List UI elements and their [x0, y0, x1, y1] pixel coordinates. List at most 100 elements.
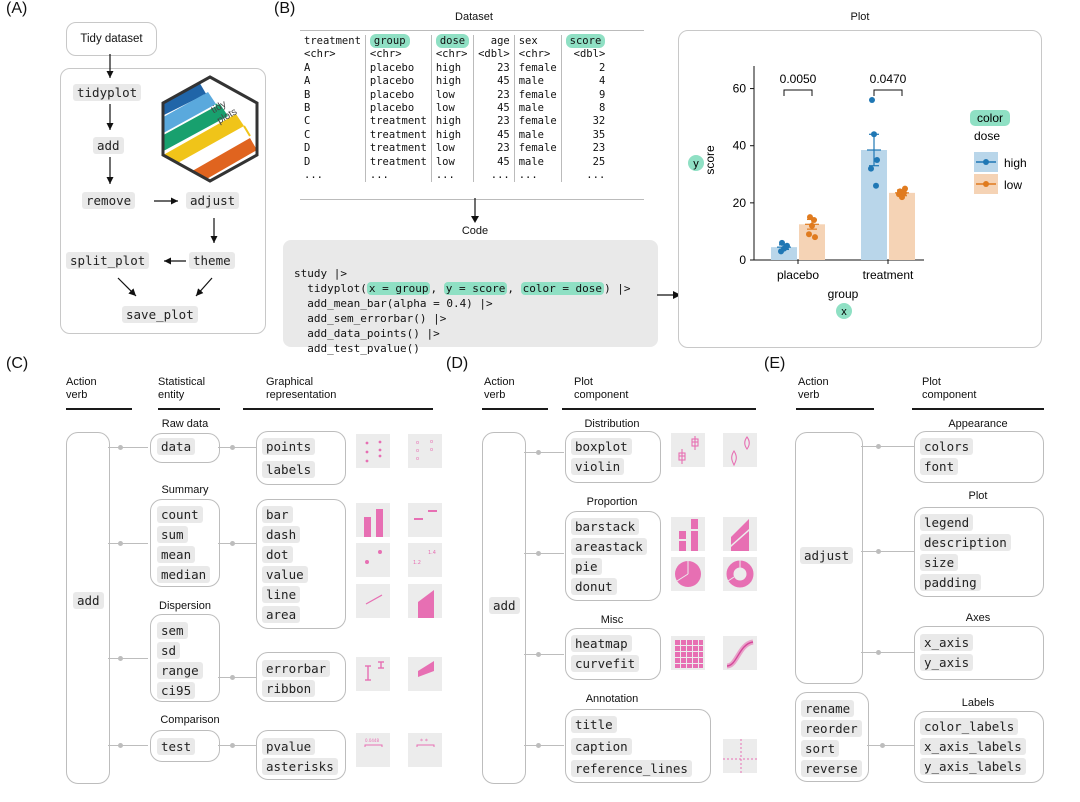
bar-low-treatment — [889, 192, 915, 260]
dataset-header-row-cell: treatment — [304, 35, 361, 47]
dataset-row-cell: 9 — [560, 88, 610, 103]
dataset-row-cell: female — [513, 88, 562, 103]
dataset-row-cell: female — [513, 115, 562, 129]
d-action-add: add — [489, 597, 520, 614]
e-list-appearance: colors font — [920, 438, 974, 475]
thumb-barstack-icon — [671, 517, 705, 551]
c-conn-dot-4 — [118, 743, 123, 748]
c-conn-dot-1 — [118, 445, 123, 450]
dataset-header-row-cell: score — [560, 34, 610, 49]
c-stat-count: count — [157, 506, 203, 523]
e-item-y-axis-labels: y_axis_labels — [920, 758, 1026, 775]
c-graph-list-comparison: pvalue asterisks — [262, 738, 338, 775]
d-item-violin: violin — [571, 458, 625, 475]
code-y-mapping: y = score — [443, 282, 508, 295]
y-mapping-tag-bg — [688, 155, 704, 171]
data-point-high — [868, 165, 874, 172]
dataset-type-row-cell: <chr> — [304, 48, 336, 61]
c-stat-test: test — [157, 738, 196, 755]
code-x-mapping: x = group — [366, 282, 431, 295]
dataset-row-cell: male — [513, 102, 562, 116]
dataset-type-row-cell: <chr> — [430, 48, 474, 62]
e-action-sort: sort — [801, 740, 840, 757]
data-point-high — [874, 157, 880, 163]
dataset-row-cell: C — [304, 128, 311, 141]
c-graph-list-dispersion: errorbar ribbon — [262, 660, 331, 697]
e-item-x-axis-labels: x_axis_labels — [920, 738, 1026, 755]
e-item-font: font — [920, 458, 959, 475]
thumb-points-icon — [356, 434, 390, 468]
dataset-row-cell: 23 — [473, 142, 515, 156]
code-block: study |> tidyplot(x = group, y = score, … — [283, 240, 658, 355]
svg-text:o: o — [416, 440, 419, 446]
c-rule-2 — [158, 408, 220, 410]
dataset-row-cell: low — [430, 155, 474, 170]
code-line-6: add_test_pvalue() — [294, 342, 420, 355]
c-rule-1 — [66, 408, 132, 410]
d-item-boxplot: boxplot — [571, 438, 632, 455]
verb-save-plot: save_plot — [122, 306, 198, 323]
e-conn-3 — [861, 652, 914, 653]
verb-theme: theme — [189, 252, 235, 269]
dataset-row-cell: female — [513, 142, 562, 156]
c-graph-labels: labels — [262, 461, 316, 478]
dataset-row-cell: 25 — [560, 155, 610, 170]
e-conn-dot-4 — [880, 743, 885, 748]
d-cat-annotation: Annotation — [585, 693, 639, 705]
dataset-row-cell: placebo — [364, 75, 432, 89]
d-header-action: Action verb — [484, 376, 515, 401]
panel-label-c: (C) — [6, 355, 29, 372]
e-cat-plot: Plot — [968, 490, 988, 502]
pvalue-label: 0.0470 — [870, 72, 907, 86]
d-rule-2 — [562, 408, 756, 410]
svg-text:o: o — [416, 456, 419, 462]
dataset-row-cell: placebo — [364, 61, 432, 76]
svg-text:o: o — [430, 439, 433, 445]
data-point-low — [901, 189, 907, 196]
c-header-action: Action verb — [66, 376, 97, 401]
dataset-row-cell: low — [430, 88, 474, 103]
d-header-comp: Plot component — [574, 376, 629, 401]
dataset-type-row-cell: <chr> — [513, 48, 562, 62]
dataset-header-row-cell: group — [364, 34, 432, 49]
d-item-reference-lines: reference_lines — [571, 760, 692, 777]
e-conn-1 — [861, 446, 914, 447]
thumb-donut-icon — [723, 557, 757, 591]
verb-remove: remove — [82, 192, 136, 209]
e-conn-2 — [861, 551, 914, 552]
data-point-high — [783, 244, 789, 251]
c-cat-summary: Summary — [161, 484, 209, 496]
pvalue-bracket — [873, 89, 903, 96]
bar-high-placebo — [771, 247, 797, 260]
y-tick-label: 60 — [733, 82, 747, 96]
c-cat-dispersion: Dispersion — [159, 600, 211, 612]
dataset-type-row-cell: <dbl> — [560, 48, 610, 62]
c-conn-5 — [218, 447, 256, 448]
code-color-mapping: color = dose — [520, 282, 605, 295]
e-action-reorder: reorder — [801, 720, 862, 737]
e-rule-1 — [796, 408, 874, 410]
e-cat-axes: Axes — [965, 612, 991, 624]
dataset-row-cell: placebo — [364, 88, 432, 103]
d-conn-1 — [524, 452, 564, 453]
plot-chart: 0 20 40 60 placebo 0.0050 treatment 0.0470 score… — [688, 66, 1027, 319]
e-conn-dot-3 — [876, 650, 881, 655]
dataset-row-cell: treatment — [364, 128, 432, 143]
e-rule-2 — [912, 408, 1044, 410]
c-stat-list-dispersion: sem sd range ci95 — [157, 622, 203, 699]
dataset-row-cell: ... — [304, 169, 323, 182]
c-header-stat: Statistical entity — [158, 376, 206, 401]
e-item-colors: colors — [920, 438, 974, 455]
e-header-action: Action verb — [798, 376, 829, 401]
c-conn-dot-2 — [118, 541, 123, 546]
c-conn-dot-5 — [230, 445, 235, 450]
legend-title: dose — [974, 129, 1000, 143]
c-conn-dot-6 — [230, 541, 235, 546]
d-conn-3 — [524, 654, 564, 655]
dataset-row-cell: male — [513, 155, 562, 170]
e-list-plot: legend description size padding — [920, 514, 1011, 591]
c-conn-dot-8 — [230, 743, 235, 748]
tidyplots-logo: tidy plots — [161, 75, 259, 183]
thumb-value-text-2: 1.4 — [428, 550, 436, 556]
